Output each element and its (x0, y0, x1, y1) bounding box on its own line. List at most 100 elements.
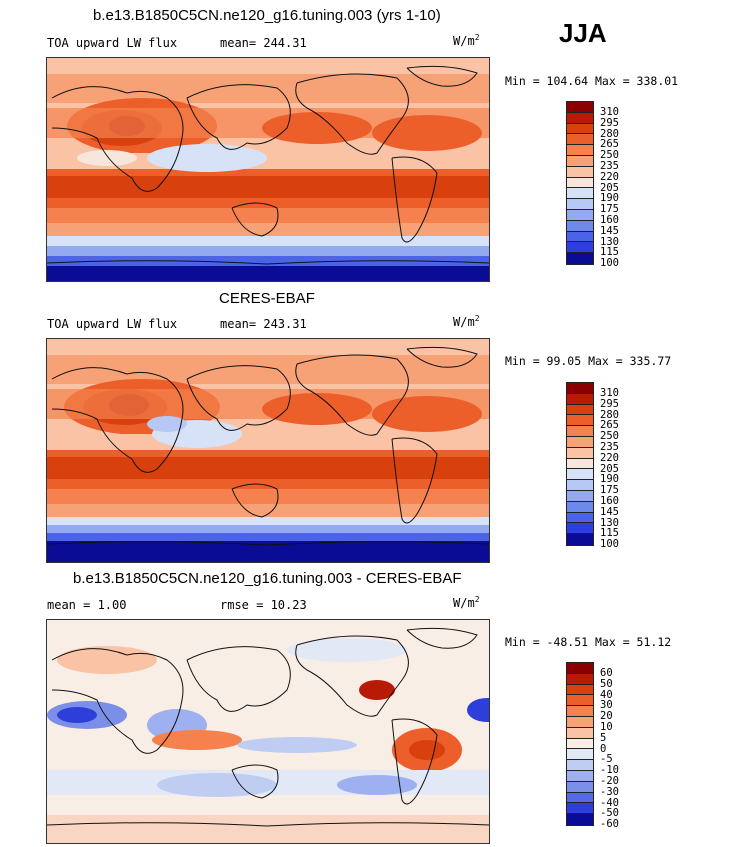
colorbar-swatch (567, 166, 593, 178)
colorbar-swatch (567, 803, 593, 815)
colorbar-label: -60 (600, 818, 619, 831)
colorbar-label: -30 (600, 785, 619, 798)
colorbar-label: 60 (600, 667, 613, 679)
season-label: JJA (559, 18, 607, 48)
colorbar-label: 205 (600, 462, 619, 475)
colorbar-swatch (567, 534, 593, 545)
colorbar-label: 190 (600, 473, 619, 486)
colorbar-swatch (567, 469, 593, 481)
panel2-colorbar (566, 382, 594, 546)
colorbar-label: 310 (600, 106, 619, 118)
colorbar-label: 265 (600, 419, 619, 432)
colorbar-swatch (567, 480, 593, 491)
colorbar-label: 115 (600, 246, 619, 259)
colorbar-swatch (567, 188, 593, 200)
colorbar-swatch (567, 436, 593, 448)
panel2-title: CERES-EBAF (219, 290, 315, 307)
colorbar-label: 160 (600, 213, 619, 226)
panel2-colorbar-labels: 310 295 280 265 250 235 220 205 190 175 … (600, 388, 619, 550)
colorbar-label: 115 (600, 527, 619, 540)
colorbar-label: 30 (600, 699, 613, 712)
colorbar-swatch (567, 383, 593, 394)
panel2-mean: mean= 243.31 (220, 317, 307, 331)
colorbar-label: 145 (600, 505, 619, 518)
colorbar-swatch (567, 673, 593, 685)
colorbar-label: 20 (600, 710, 613, 723)
colorbar-swatch (567, 415, 593, 427)
colorbar-label: 220 (600, 451, 619, 464)
colorbar-label: 130 (600, 235, 619, 248)
panel2-minmax: Min = 99.05 Max = 335.77 (505, 354, 672, 368)
colorbar-swatch (567, 393, 593, 405)
colorbar-swatch (567, 760, 593, 771)
panel3-map (46, 619, 490, 844)
colorbar-label: 100 (600, 538, 619, 551)
colorbar-swatch (567, 404, 593, 416)
panel1-mean: mean= 244.31 (220, 36, 307, 50)
colorbar-swatch (567, 112, 593, 124)
colorbar-swatch (567, 684, 593, 696)
colorbar-swatch (567, 145, 593, 156)
colorbar-label: 0 (600, 742, 607, 755)
colorbar-swatch (567, 123, 593, 135)
colorbar-label: 50 (600, 677, 613, 690)
colorbar-swatch (567, 155, 593, 167)
colorbar-swatch (567, 231, 593, 243)
colorbar-label: -50 (600, 807, 619, 820)
colorbar-swatch (567, 426, 593, 437)
colorbar-swatch (567, 716, 593, 728)
colorbar-label: 5 (600, 731, 607, 744)
colorbar-label: 175 (600, 484, 619, 497)
colorbar-swatch (567, 738, 593, 750)
colorbar-swatch (567, 512, 593, 524)
colorbar-label: 100 (600, 257, 619, 270)
colorbar-label: 250 (600, 149, 619, 162)
panel1-colorbar-labels: 310 295 280 265 250 235 220 205 190 175 … (600, 107, 619, 269)
colorbar-label: 40 (600, 688, 613, 701)
colorbar-label: -20 (600, 774, 619, 787)
panel2-units: W/m2 (453, 314, 480, 329)
colorbar-swatch (567, 749, 593, 761)
panel1-title: b.e13.B1850C5CN.ne120_g16.tuning.003 (yr… (93, 7, 441, 24)
panel1-map (46, 57, 490, 282)
colorbar-label: 190 (600, 192, 619, 205)
colorbar-swatch (567, 199, 593, 210)
colorbar-swatch (567, 102, 593, 113)
colorbar-label: 295 (600, 116, 619, 129)
panel3-colorbar (566, 662, 594, 826)
colorbar-swatch (567, 253, 593, 264)
colorbar-label: 295 (600, 397, 619, 410)
panel3-mean: mean = 1.00 (47, 598, 127, 612)
colorbar-swatch (567, 242, 593, 254)
panel3-colorbar-labels: 60 50 40 30 20 10 5 0 -5 -10 -20 -30 -40… (600, 668, 619, 830)
colorbar-swatch (567, 781, 593, 793)
panel1-minmax: Min = 104.64 Max = 338.01 (505, 74, 679, 88)
colorbar-swatch (567, 792, 593, 804)
colorbar-swatch (567, 523, 593, 535)
colorbar-swatch (567, 695, 593, 707)
colorbar-swatch (567, 663, 593, 674)
colorbar-swatch (567, 770, 593, 782)
panel2-variable: TOA upward LW flux (47, 317, 178, 331)
colorbar-label: 235 (600, 159, 619, 172)
colorbar-label: 220 (600, 170, 619, 183)
colorbar-label: 310 (600, 387, 619, 399)
colorbar-label: -10 (600, 764, 619, 777)
colorbar-label: 145 (600, 224, 619, 237)
colorbar-label: 160 (600, 494, 619, 507)
colorbar-swatch (567, 490, 593, 502)
colorbar-swatch (567, 447, 593, 459)
colorbar-label: 280 (600, 127, 619, 140)
colorbar-label: 130 (600, 516, 619, 529)
colorbar-swatch (567, 501, 593, 513)
panel1-variable: TOA upward LW flux (47, 36, 178, 50)
colorbar-label: 280 (600, 408, 619, 421)
colorbar-label: 235 (600, 440, 619, 453)
colorbar-swatch (567, 220, 593, 232)
panel3-minmax: Min = -48.51 Max = 51.12 (505, 635, 672, 649)
colorbar-label: -5 (600, 753, 613, 766)
colorbar-swatch (567, 727, 593, 739)
panel3-title: b.e13.B1850C5CN.ne120_g16.tuning.003 - C… (73, 570, 462, 587)
colorbar-swatch (567, 209, 593, 221)
colorbar-label: -40 (600, 796, 619, 809)
